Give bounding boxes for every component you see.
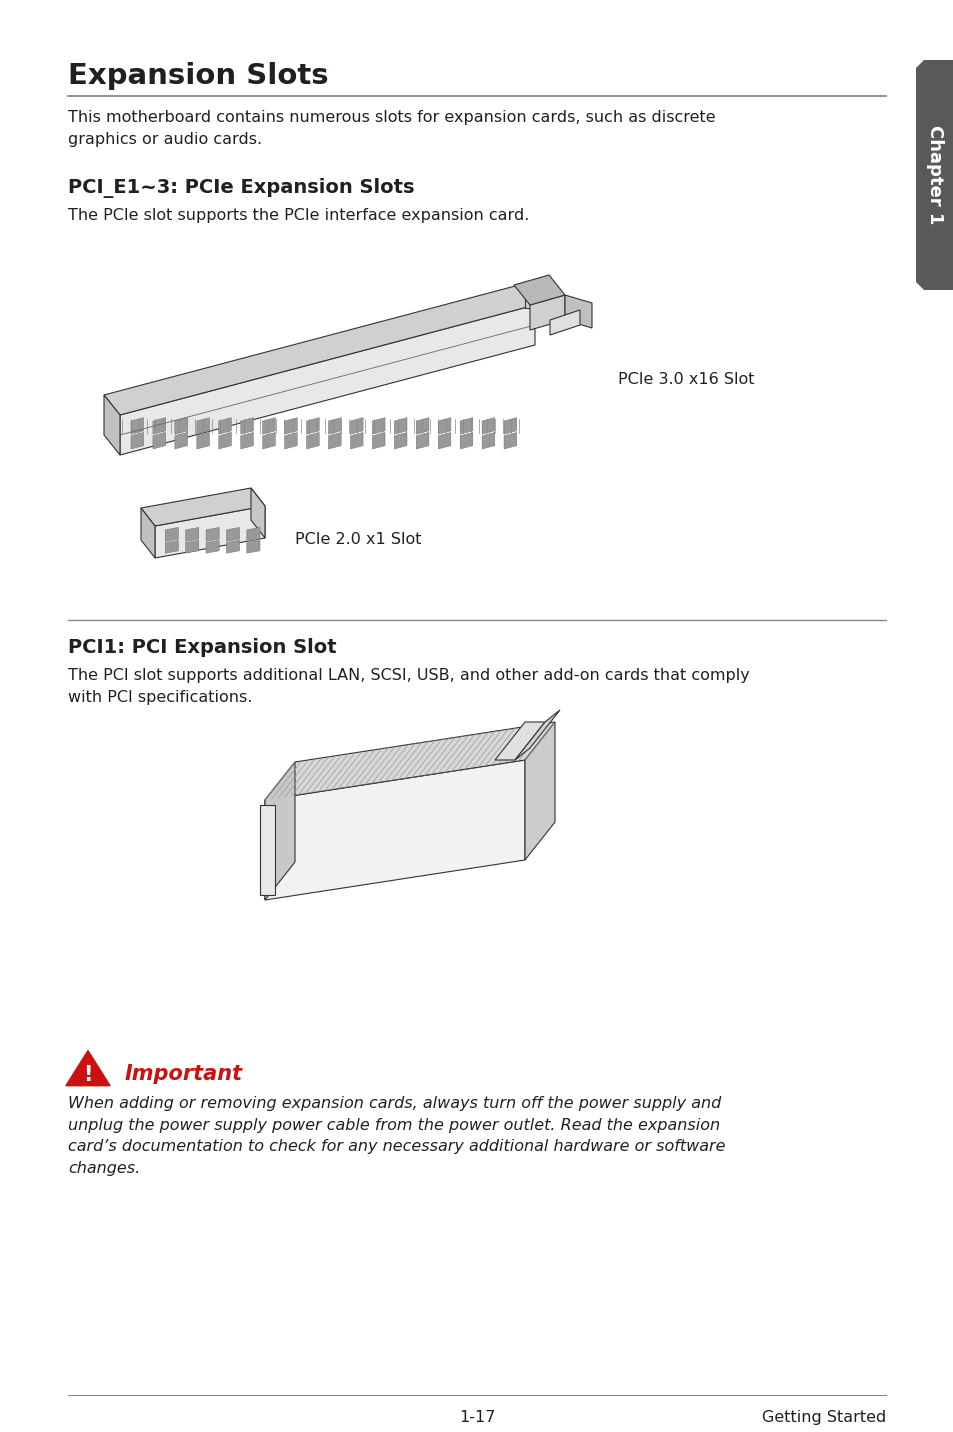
Polygon shape xyxy=(459,418,473,434)
Polygon shape xyxy=(481,432,495,450)
Text: PCIe 3.0 x16 Slot: PCIe 3.0 x16 Slot xyxy=(618,372,754,388)
Polygon shape xyxy=(306,418,319,434)
Polygon shape xyxy=(260,805,274,895)
Polygon shape xyxy=(131,418,144,434)
Polygon shape xyxy=(328,418,341,434)
Polygon shape xyxy=(328,432,341,450)
Polygon shape xyxy=(262,418,275,434)
Text: PCI1: PCI Expansion Slot: PCI1: PCI Expansion Slot xyxy=(68,639,336,657)
Polygon shape xyxy=(915,60,953,291)
Polygon shape xyxy=(240,418,253,434)
Text: When adding or removing expansion cards, always turn off the power supply and
un: When adding or removing expansion cards,… xyxy=(68,1095,724,1176)
Polygon shape xyxy=(186,527,198,541)
Polygon shape xyxy=(226,540,239,553)
Polygon shape xyxy=(284,418,297,434)
Polygon shape xyxy=(514,275,564,305)
Polygon shape xyxy=(141,508,154,558)
Polygon shape xyxy=(437,432,451,450)
Polygon shape xyxy=(265,722,555,800)
Polygon shape xyxy=(104,395,120,455)
Polygon shape xyxy=(120,305,535,455)
Polygon shape xyxy=(174,432,188,450)
Polygon shape xyxy=(247,540,260,553)
Polygon shape xyxy=(530,295,564,329)
Text: The PCI slot supports additional LAN, SCSI, USB, and other add-on cards that com: The PCI slot supports additional LAN, SC… xyxy=(68,667,749,705)
Polygon shape xyxy=(350,432,363,450)
Text: Chapter 1: Chapter 1 xyxy=(925,126,943,225)
Bar xyxy=(524,284,537,308)
Text: This motherboard contains numerous slots for expansion cards, such as discrete
g: This motherboard contains numerous slots… xyxy=(68,110,715,146)
Polygon shape xyxy=(154,505,265,558)
Polygon shape xyxy=(206,527,219,541)
Polygon shape xyxy=(503,418,517,434)
Polygon shape xyxy=(131,432,144,450)
Polygon shape xyxy=(141,488,265,526)
Polygon shape xyxy=(437,418,451,434)
Polygon shape xyxy=(515,710,559,760)
Polygon shape xyxy=(218,418,232,434)
Text: Expansion Slots: Expansion Slots xyxy=(68,62,328,90)
Polygon shape xyxy=(416,432,429,450)
Polygon shape xyxy=(218,432,232,450)
Polygon shape xyxy=(524,722,555,861)
Polygon shape xyxy=(104,285,535,415)
Polygon shape xyxy=(564,295,592,328)
Text: PCI_E1~3: PCIe Expansion Slots: PCI_E1~3: PCIe Expansion Slots xyxy=(68,178,414,198)
Polygon shape xyxy=(372,418,385,434)
Polygon shape xyxy=(174,418,188,434)
Polygon shape xyxy=(481,418,495,434)
Text: The PCIe slot supports the PCIe interface expansion card.: The PCIe slot supports the PCIe interfac… xyxy=(68,208,529,223)
Polygon shape xyxy=(372,432,385,450)
Polygon shape xyxy=(262,432,275,450)
Polygon shape xyxy=(284,432,297,450)
Polygon shape xyxy=(459,432,473,450)
Text: Getting Started: Getting Started xyxy=(760,1411,885,1425)
Polygon shape xyxy=(394,432,407,450)
Polygon shape xyxy=(66,1051,110,1085)
Polygon shape xyxy=(196,418,210,434)
Polygon shape xyxy=(152,418,166,434)
Polygon shape xyxy=(265,760,524,899)
Polygon shape xyxy=(550,309,579,335)
Text: 1-17: 1-17 xyxy=(458,1411,495,1425)
Polygon shape xyxy=(206,540,219,553)
Text: PCIe 2.0 x1 Slot: PCIe 2.0 x1 Slot xyxy=(294,533,421,547)
Polygon shape xyxy=(350,418,363,434)
Text: Important: Important xyxy=(125,1064,243,1084)
Polygon shape xyxy=(306,432,319,450)
Polygon shape xyxy=(152,432,166,450)
Polygon shape xyxy=(251,488,265,538)
Text: !: ! xyxy=(83,1065,92,1085)
Polygon shape xyxy=(394,418,407,434)
Polygon shape xyxy=(495,722,544,760)
Polygon shape xyxy=(247,527,260,541)
Polygon shape xyxy=(240,432,253,450)
Polygon shape xyxy=(165,540,178,553)
Polygon shape xyxy=(226,527,239,541)
Polygon shape xyxy=(196,432,210,450)
Polygon shape xyxy=(265,762,294,899)
Polygon shape xyxy=(416,418,429,434)
Polygon shape xyxy=(503,432,517,450)
Polygon shape xyxy=(186,540,198,553)
Polygon shape xyxy=(165,527,178,541)
